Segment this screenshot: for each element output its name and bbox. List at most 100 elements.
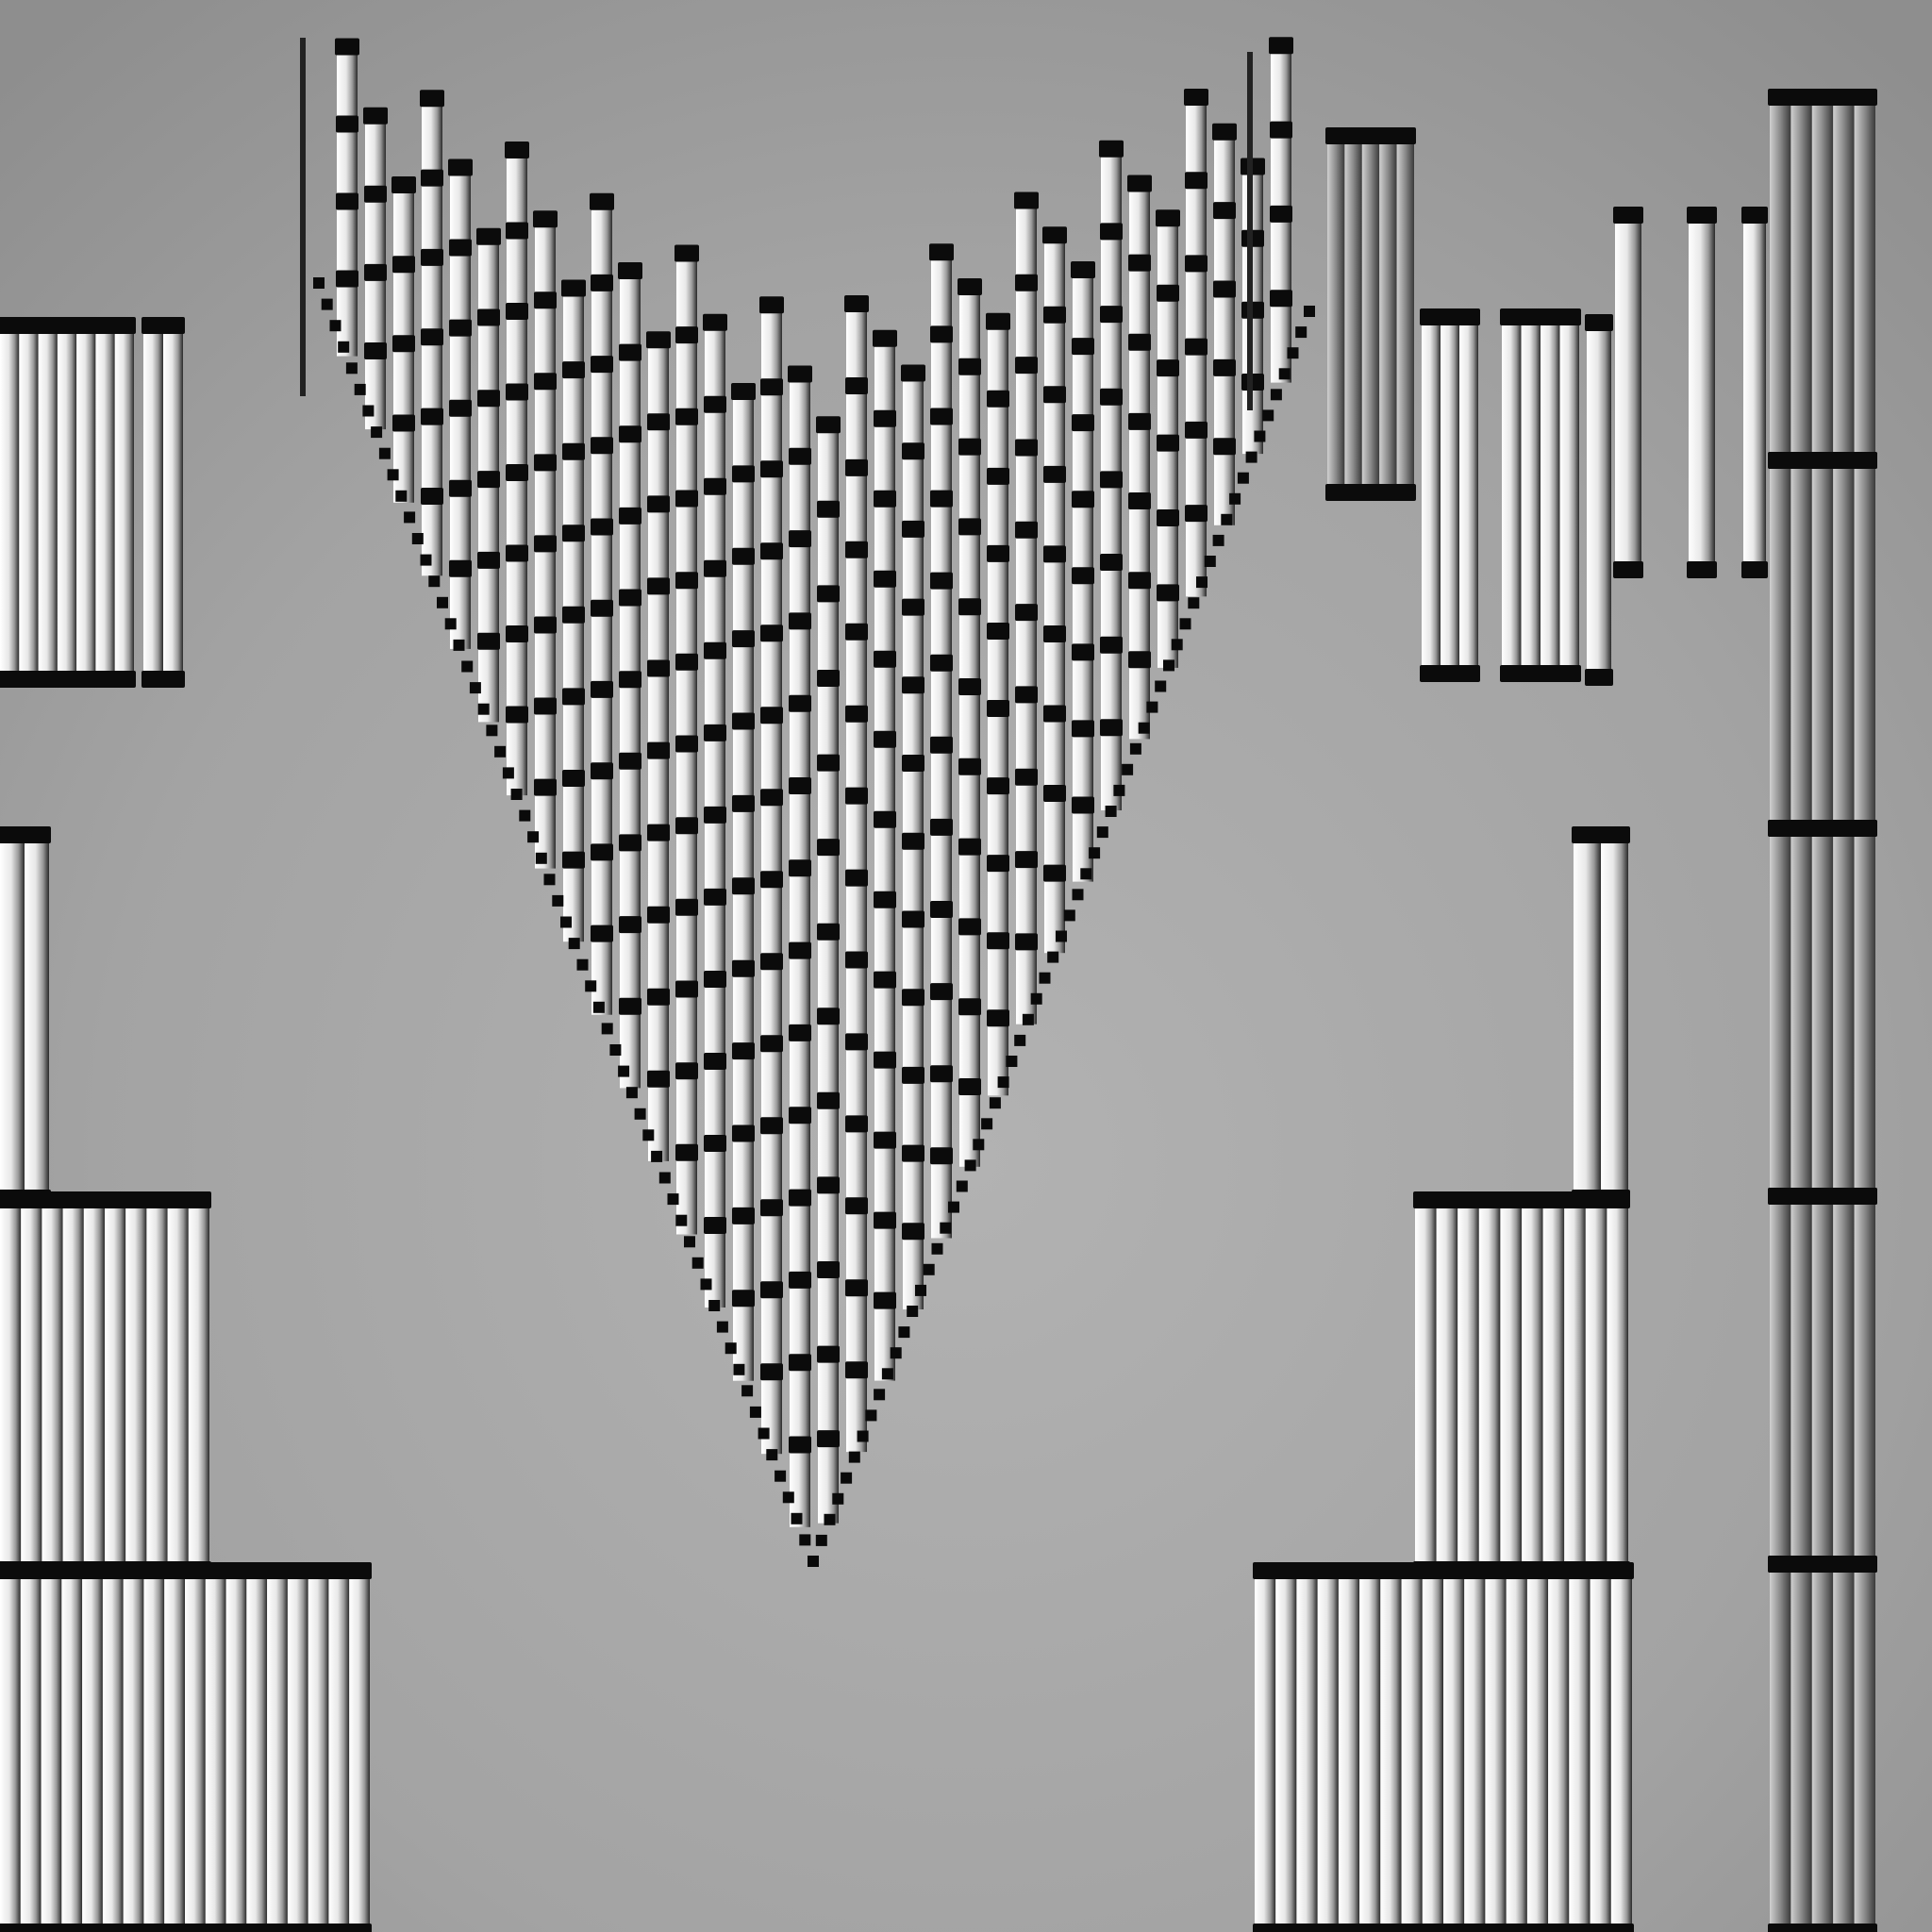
right-lower-column-block-bar (1522, 1200, 1543, 1570)
right-middle-block-b-bar (1559, 317, 1579, 674)
v-column-joint (845, 541, 868, 558)
v-right-edge (824, 1513, 836, 1525)
v-column-joint (760, 871, 783, 889)
left-upper-column-block-narrow-bar (163, 325, 183, 679)
v-left-edge (378, 447, 391, 459)
v-column-top-cap (759, 296, 784, 314)
right-lower-narrow-block (1572, 826, 1630, 1207)
v-column-joint (506, 222, 528, 240)
right-tall-stack-5-bar (1770, 1564, 1791, 1932)
v-column-joint (1015, 274, 1038, 291)
v-left-edge (799, 1534, 811, 1546)
right-tall-stack-3-bar (1854, 828, 1875, 1196)
v-left-edge (510, 789, 523, 800)
v-column-joint (902, 1066, 924, 1084)
v-right-edge (808, 1556, 819, 1567)
v-column-joint (1015, 851, 1038, 869)
left-bottom-column-block-bar (41, 1571, 62, 1932)
v-column-joint (958, 518, 981, 536)
v-column-joint (534, 373, 557, 391)
v-column-joint (874, 570, 896, 588)
v-column-joint (817, 585, 840, 603)
left-lower-column-block-bar (125, 1200, 147, 1570)
v-column-joint (364, 263, 387, 281)
v-column-joint (421, 169, 443, 187)
v-left-edge (568, 938, 580, 950)
right-lower-column-block-bar (1500, 1200, 1522, 1570)
right-upper-column-block (1325, 127, 1416, 501)
v-column-joint (591, 924, 613, 942)
v-right-edge (948, 1201, 959, 1213)
v-column-joint (732, 712, 755, 730)
v-column-joint (987, 544, 1009, 562)
right-lower-narrow-block-top-cap (1572, 826, 1630, 843)
v-right-edge (1304, 306, 1315, 317)
v-column-joint (817, 670, 840, 687)
v-column-joint (477, 308, 500, 326)
v-column-joint (506, 544, 528, 562)
v-column-joint (902, 1223, 924, 1241)
v-column-top-cap (844, 295, 869, 312)
v-column-joint (817, 839, 840, 857)
v-formation-of-columns (300, 37, 1315, 1567)
v-column-joint (902, 832, 924, 850)
right-middle-block-c (1585, 314, 1613, 686)
v-column-top-cap (901, 364, 925, 382)
v-outer-right-rod (1247, 52, 1253, 410)
v-column-top-cap (420, 90, 444, 108)
v-left-edge (453, 639, 465, 651)
right-middle-block-b-bar (1541, 317, 1560, 674)
v-column-joint (506, 383, 528, 401)
v-column-joint (421, 328, 443, 346)
v-column-joint (987, 467, 1009, 485)
v-column-joint (732, 465, 755, 483)
v-right-edge (1056, 930, 1067, 942)
v-left-edge (477, 703, 490, 715)
v-column-joint (1213, 438, 1236, 456)
v-right-edge (890, 1347, 902, 1359)
v-column-top-cap (958, 278, 982, 295)
v-column-joint (562, 606, 585, 624)
v-column-joint (958, 838, 981, 856)
v-right-edge (1155, 680, 1167, 692)
right-middle-block-b-bottom-cap (1500, 665, 1581, 682)
v-column-top-cap (1156, 209, 1180, 227)
v-left-edge (437, 596, 448, 608)
v-column-joint (619, 343, 641, 361)
v-left-edge (469, 682, 481, 694)
v-column-joint (1185, 172, 1208, 190)
v-left-edge (758, 1427, 770, 1440)
v-left-edge (321, 298, 333, 310)
v-right-edge (923, 1263, 935, 1275)
v-column-joint (619, 997, 641, 1015)
left-bottom-column-block-bar (246, 1571, 268, 1932)
v-left-edge (387, 469, 399, 481)
v-right-edge (1072, 889, 1084, 901)
v-right-edge (1204, 556, 1216, 567)
v-column-joint (591, 518, 613, 536)
v-column-joint (789, 1354, 811, 1372)
v-left-edge (420, 554, 432, 566)
v-right-edge (1129, 742, 1141, 755)
v-column-joint (704, 1135, 726, 1152)
v-column-joint (591, 274, 613, 291)
left-middle-column-block-top-cap (0, 826, 51, 843)
v-right-edge (1196, 576, 1208, 589)
v-column-joint (845, 1033, 868, 1051)
left-upper-column-block-narrow-top-cap (142, 317, 185, 334)
left-bottom-column-block-bar (185, 1571, 206, 1932)
v-column-joint (789, 859, 811, 877)
v-column-joint (364, 185, 387, 203)
v-right-edge (1254, 430, 1266, 442)
v-left-edge (684, 1236, 695, 1248)
v-column-joint (845, 787, 868, 805)
v-column-joint (930, 818, 953, 836)
right-tall-stack-1-bar (1790, 97, 1812, 460)
v-column-joint (760, 378, 783, 396)
v-column-joint (534, 697, 557, 715)
v-column (818, 425, 839, 1524)
v-column-joint (760, 1117, 783, 1135)
v-column-joint (1015, 933, 1038, 951)
v-column-joint (647, 988, 670, 1006)
